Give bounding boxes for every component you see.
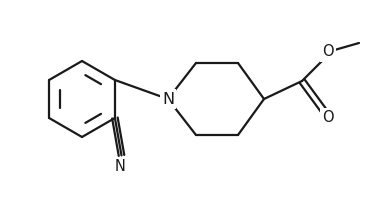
Text: O: O <box>322 110 334 126</box>
Text: N: N <box>115 159 126 174</box>
Text: N: N <box>162 92 174 106</box>
Text: O: O <box>322 45 334 60</box>
